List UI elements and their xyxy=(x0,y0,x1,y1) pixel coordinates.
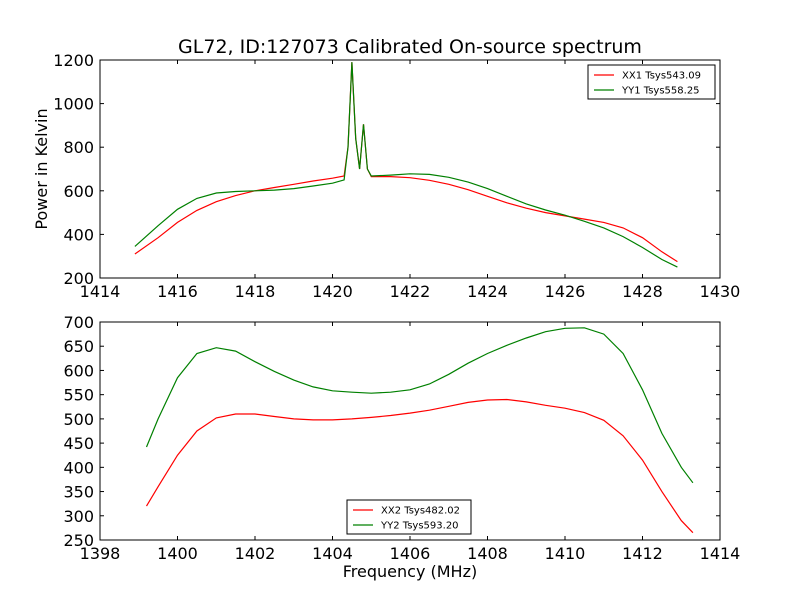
chart-title: GL72, ID:127073 Calibrated On-source spe… xyxy=(178,36,642,58)
x-tick-label: 1412 xyxy=(622,544,663,563)
y-tick-label: 650 xyxy=(63,337,94,356)
series-line-yy xyxy=(145,327,694,484)
x-tick-label: 1402 xyxy=(235,544,276,563)
x-tick-label: 1418 xyxy=(235,282,276,301)
legend: XX1 Tsys543.09 YY1 Tsys558.25 xyxy=(587,64,716,100)
legend-label: YY2 Tsys593.20 xyxy=(380,521,459,532)
top-panel: 1414 1416 1418 1420 1422 1424 1426 1428 1430 200 4… xyxy=(32,51,740,301)
x-tick-label: 1414 xyxy=(700,544,741,563)
y-tick-label: 450 xyxy=(63,434,94,453)
y-tick-label: 350 xyxy=(63,483,94,502)
y-tick-label: 800 xyxy=(63,138,94,157)
y-tick-label: 600 xyxy=(63,361,94,380)
y-axis-label: Power in Kelvin xyxy=(32,108,51,229)
x-tick-label: 1430 xyxy=(700,282,741,301)
series-line-yy xyxy=(134,62,678,268)
x-tick-label: 1408 xyxy=(467,544,508,563)
x-tick-label: 1404 xyxy=(312,544,353,563)
y-tick-label: 1000 xyxy=(53,95,94,114)
legend: XX2 Tsys482.02 YY2 Tsys593.20 xyxy=(346,499,472,535)
x-tick-label: 1400 xyxy=(157,544,198,563)
bottom-panel: 1398 1400 1402 1404 1406 1408 1410 1412 1414 250 3… xyxy=(63,313,740,581)
x-tick-label: 1420 xyxy=(312,282,353,301)
y-tick-label: 1200 xyxy=(53,51,94,70)
x-axis-label: Frequency (MHz) xyxy=(343,562,477,581)
legend-label: XX1 Tsys543.09 xyxy=(622,71,701,82)
series-line-xx xyxy=(145,398,694,534)
legend-box xyxy=(346,499,472,535)
x-tick-label: 1422 xyxy=(390,282,431,301)
x-tick-label: 1414 xyxy=(80,282,121,301)
y-tick-label: 500 xyxy=(63,410,94,429)
y-tick-label: 300 xyxy=(63,507,94,526)
y-tick-label: 550 xyxy=(63,386,94,405)
y-tick-label: 700 xyxy=(63,313,94,332)
x-tick-label: 1428 xyxy=(622,282,663,301)
y-tick-label: 400 xyxy=(63,458,94,477)
legend-box xyxy=(587,64,716,100)
x-tick-label: 1398 xyxy=(80,544,121,563)
y-tick-label: 400 xyxy=(63,225,94,244)
y-tick-label: 600 xyxy=(63,182,94,201)
x-tick-label: 1424 xyxy=(467,282,508,301)
legend-label: XX2 Tsys482.02 xyxy=(381,506,460,517)
y-tick-label: 250 xyxy=(63,531,94,550)
x-tick-label: 1416 xyxy=(157,282,198,301)
x-tick-label: 1406 xyxy=(390,544,431,563)
x-tick-label: 1410 xyxy=(545,544,586,563)
x-tick-label: 1426 xyxy=(545,282,586,301)
legend-label: YY1 Tsys558.25 xyxy=(621,86,700,97)
y-tick-label: 200 xyxy=(63,269,94,288)
